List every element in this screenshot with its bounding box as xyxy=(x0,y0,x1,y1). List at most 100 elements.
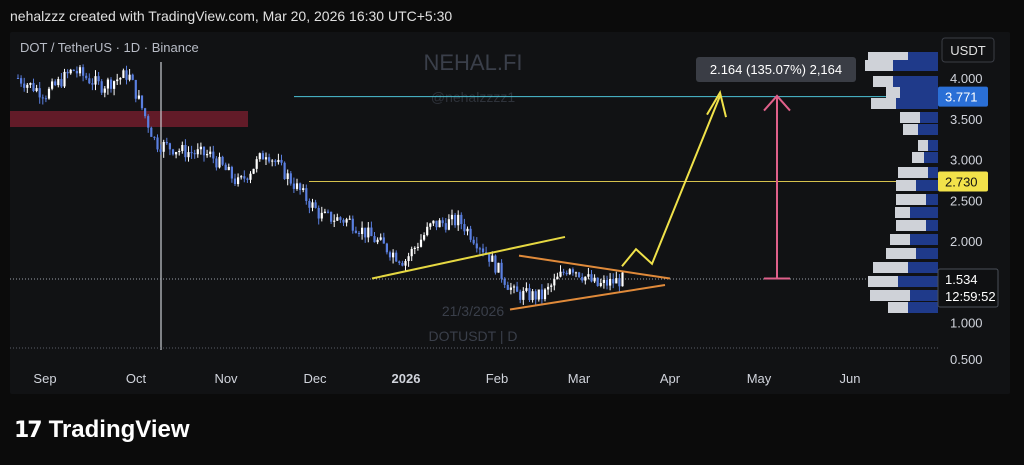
candle-body xyxy=(91,83,94,85)
candle-body xyxy=(336,217,339,221)
candle-body xyxy=(550,285,553,287)
candle-body xyxy=(75,70,78,74)
candle-body xyxy=(218,156,221,168)
chart-panel[interactable]: NEHAL.FI @nehalzzzz1 21/3/2026 DOTUSDT | D … xyxy=(10,32,1010,394)
candle-body xyxy=(547,286,550,290)
candle-body xyxy=(308,201,311,208)
candle-body xyxy=(178,150,181,153)
candle-body xyxy=(562,271,565,273)
volume-profile-bar-dark xyxy=(924,152,938,163)
x-tick-label: Jun xyxy=(840,371,861,386)
candle-body xyxy=(450,214,454,220)
candle-body xyxy=(466,228,469,232)
currency-button xyxy=(941,37,995,63)
candle-body xyxy=(165,141,168,144)
candle-body xyxy=(357,232,361,234)
candle-body xyxy=(302,188,305,191)
volume-profile-bar-light xyxy=(870,290,910,301)
candle-body xyxy=(103,88,106,93)
volume-profile-bar-dark xyxy=(908,302,938,313)
candle-body xyxy=(488,253,491,262)
candle-body xyxy=(379,237,382,240)
candle-body xyxy=(494,255,497,273)
candle-body xyxy=(47,88,51,99)
volume-profile-bar-dark xyxy=(893,76,938,87)
volume-profile-bar-dark xyxy=(908,52,938,63)
candle-body xyxy=(491,255,494,262)
candle-body xyxy=(258,153,261,160)
volume-profile-bar-dark xyxy=(893,60,938,71)
candle-body xyxy=(596,277,599,287)
measure-label-box xyxy=(696,57,856,82)
candle-body xyxy=(460,214,463,225)
candle-body xyxy=(280,159,283,163)
y-tick-label: 3.500 xyxy=(950,112,983,127)
candle-body xyxy=(82,67,85,76)
candle-body xyxy=(444,223,447,230)
candle-body xyxy=(209,151,212,155)
candle-body xyxy=(35,88,38,92)
countdown-label: 12:59:52 xyxy=(945,289,996,304)
candle-body xyxy=(568,269,571,275)
candle-body xyxy=(224,164,227,171)
x-tick-label: Apr xyxy=(660,371,681,386)
candle-body xyxy=(385,243,388,253)
volume-profile-bar-light xyxy=(873,262,908,273)
candle-body xyxy=(361,227,364,234)
candle-body xyxy=(51,81,54,89)
volume-profile-bar-light xyxy=(868,276,898,287)
candle-body xyxy=(184,145,187,158)
candle-body xyxy=(113,81,116,89)
candle-body xyxy=(44,98,47,100)
candle-body xyxy=(556,276,559,280)
candle-body xyxy=(593,277,596,282)
y-tick-label: 0.500 xyxy=(950,352,983,367)
volume-profile-bar-dark xyxy=(916,180,938,191)
candle-body xyxy=(587,274,590,277)
ticker-watermark: DOTUSDT | D xyxy=(429,328,518,344)
volume-profile-bar-light xyxy=(873,76,893,87)
y-tick-label: 3.000 xyxy=(950,153,983,168)
candle-body xyxy=(32,83,35,92)
volume-profile-bar-dark xyxy=(918,124,938,135)
candle-body xyxy=(475,243,478,249)
candle-body xyxy=(339,217,342,220)
currency-button-label: USDT xyxy=(950,43,985,58)
candle-body xyxy=(283,162,286,180)
candle-body xyxy=(175,152,178,155)
candle-body xyxy=(404,261,407,266)
candle-body xyxy=(134,79,137,99)
candle-body xyxy=(599,282,602,287)
candle-body xyxy=(125,70,128,80)
candle-body xyxy=(326,211,330,213)
candle-body xyxy=(193,153,196,155)
price-axis-bg xyxy=(938,32,1010,394)
volume-profile-bar-dark xyxy=(898,276,938,287)
candle-body xyxy=(41,97,44,99)
volume-profile-bar-light xyxy=(896,180,916,191)
candle-body xyxy=(252,168,255,174)
candle-body xyxy=(57,79,60,86)
candle-body xyxy=(578,272,581,278)
candle-body xyxy=(38,88,41,98)
candle-body xyxy=(351,218,354,231)
candle-body xyxy=(23,83,26,88)
candle-body xyxy=(605,279,609,286)
candle-body xyxy=(516,286,519,292)
watermark-name: NEHAL.FI xyxy=(423,50,522,75)
candle-body xyxy=(401,262,404,266)
candle-body xyxy=(16,78,20,79)
candle-body xyxy=(60,79,63,87)
volume-profile-bar-light xyxy=(890,234,910,245)
volume-profile-bar-light xyxy=(886,248,916,259)
candle-body xyxy=(162,141,165,152)
candle-body xyxy=(512,286,516,288)
candle-body xyxy=(423,235,426,240)
candle-body xyxy=(395,252,398,262)
candle-body xyxy=(212,151,215,159)
candle-body xyxy=(314,202,317,208)
candle-body xyxy=(94,76,97,85)
volume-profile-bar-light xyxy=(865,60,893,71)
candle-body xyxy=(478,248,481,250)
